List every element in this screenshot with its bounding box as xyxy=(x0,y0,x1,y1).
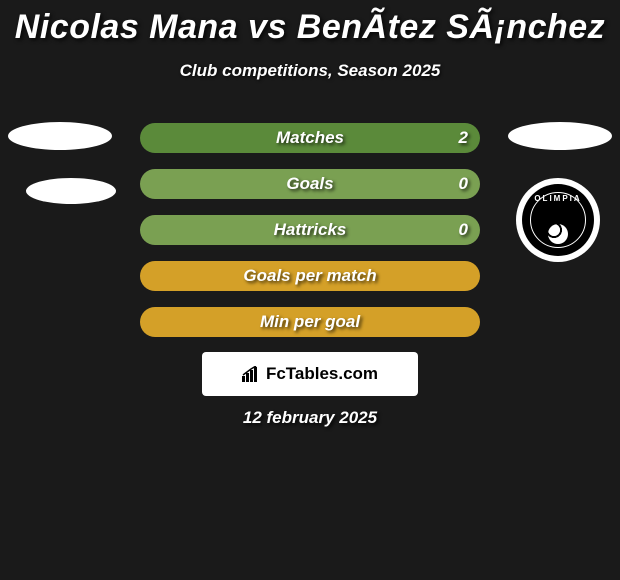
stat-row-matches: Matches 2 xyxy=(140,123,480,153)
stat-row-goals-per-match: Goals per match xyxy=(140,261,480,291)
stat-row-min-per-goal: Min per goal xyxy=(140,307,480,337)
club-badge-label: OLIMPIA xyxy=(534,194,581,203)
brand-box: FcTables.com xyxy=(202,352,418,396)
club-badge: OLIMPIA xyxy=(516,178,600,262)
stat-value-right: 0 xyxy=(459,174,468,194)
stat-row-goals: Goals 0 xyxy=(140,169,480,199)
player-left-placeholder-2 xyxy=(26,178,116,204)
stat-label: Matches xyxy=(276,128,344,148)
stat-label: Min per goal xyxy=(260,312,360,332)
page-subtitle: Club competitions, Season 2025 xyxy=(0,61,620,81)
player-left-placeholder-1 xyxy=(8,122,112,150)
stat-label: Hattricks xyxy=(274,220,347,240)
stat-label: Goals per match xyxy=(243,266,376,286)
stats-container: Matches 2 Goals 0 Hattricks 0 Goals per … xyxy=(140,123,480,353)
stat-row-hattricks: Hattricks 0 xyxy=(140,215,480,245)
footer-date: 12 february 2025 xyxy=(0,408,620,428)
soccer-ball-icon xyxy=(548,224,568,244)
page-title: Nicolas Mana vs BenÃ­tez SÃ¡nchez xyxy=(0,0,620,47)
player-right-placeholder-1 xyxy=(508,122,612,150)
brand-label: FcTables.com xyxy=(266,364,378,384)
stat-value-right: 0 xyxy=(459,220,468,240)
stat-label: Goals xyxy=(286,174,333,194)
stat-value-right: 2 xyxy=(459,128,468,148)
chart-icon xyxy=(242,366,262,382)
